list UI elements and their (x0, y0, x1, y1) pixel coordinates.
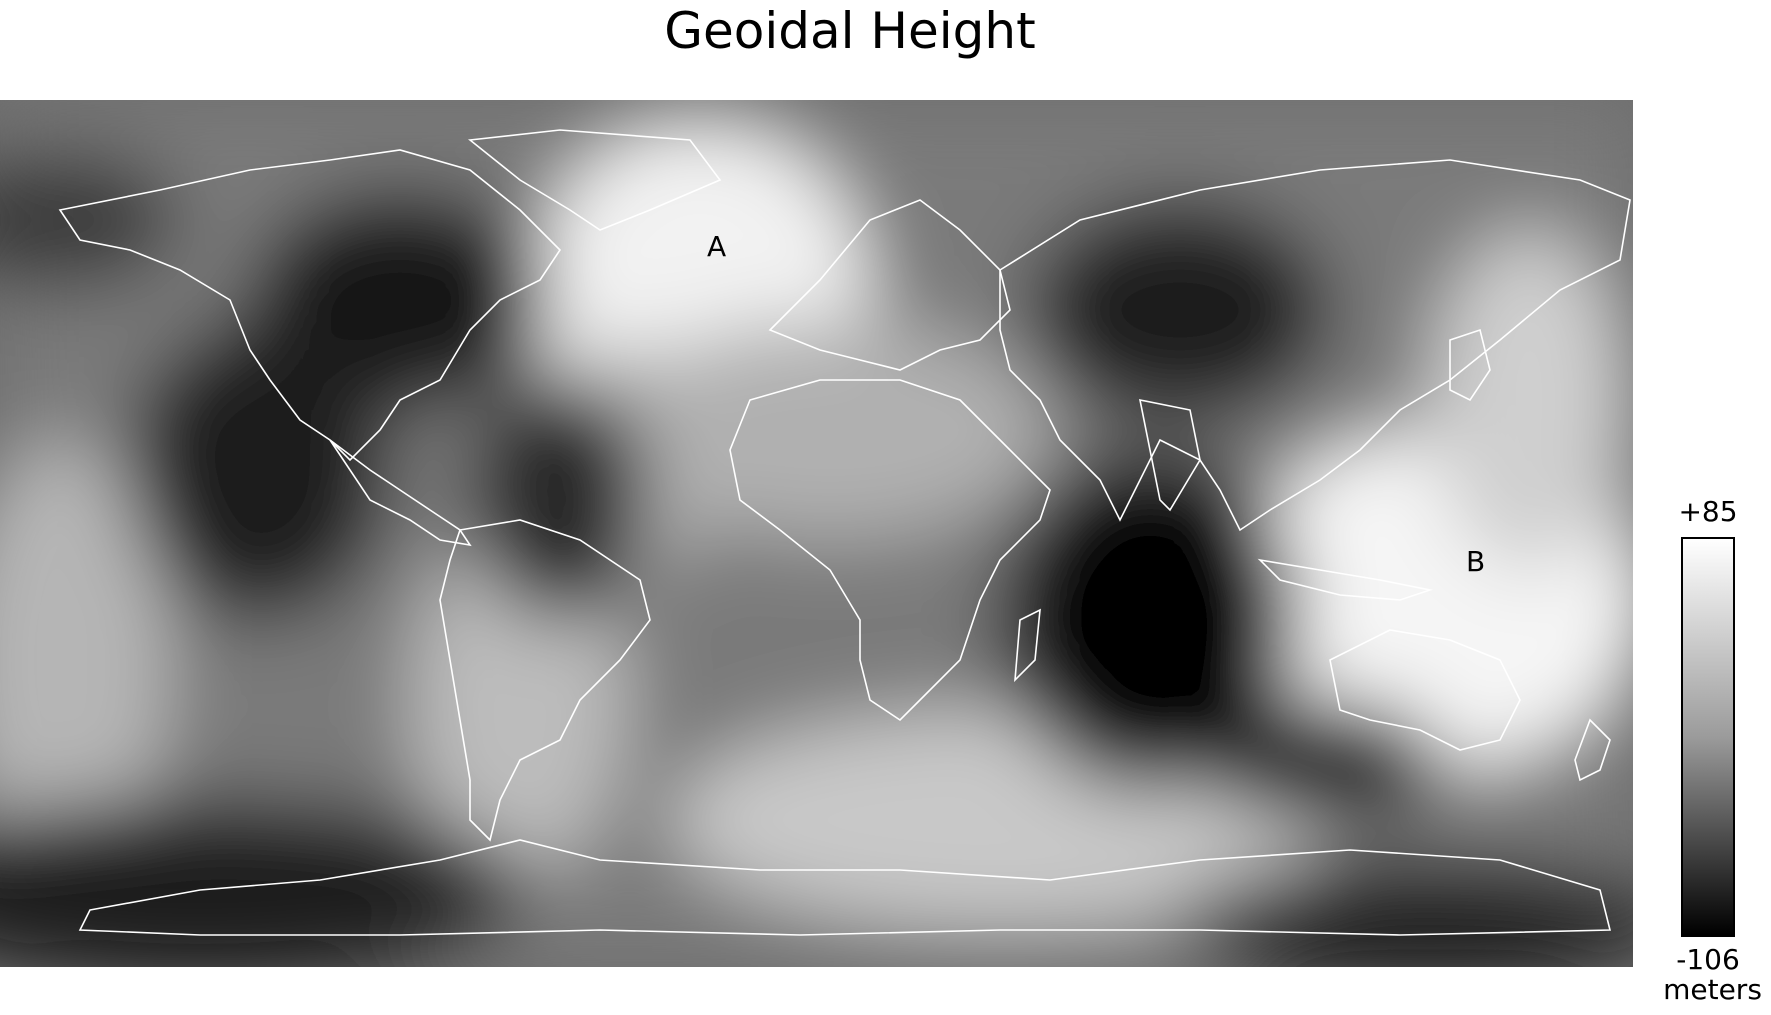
australia-outline (1329, 629, 1521, 751)
north-america-outline (58, 149, 562, 462)
geoid-map-image (0, 100, 1633, 967)
madagascar-outline (1014, 608, 1041, 683)
marker-b: B (1466, 545, 1486, 578)
greenland-outline (467, 129, 722, 231)
japan-outline (1449, 328, 1491, 402)
coastlines (58, 129, 1631, 936)
geoid-field (0, 100, 1633, 967)
colorbar-unit-label: meters (1663, 973, 1762, 1006)
colorbar-max-label: +85 (1678, 495, 1738, 528)
marker-c: C (1153, 535, 1173, 568)
map-title: Geoidal Height (664, 2, 1036, 60)
colorbar (1681, 537, 1735, 937)
antarctica-outline (78, 839, 1612, 936)
marker-a: A (707, 230, 727, 263)
south-america-outline (439, 519, 651, 842)
africa-outline (729, 379, 1051, 722)
central-america-outline (329, 439, 472, 547)
asia-outline (999, 159, 1631, 532)
new-zealand-outline (1574, 718, 1611, 782)
southeast-asia-islands-outline (1257, 558, 1434, 601)
colorbar-min-label: -106 (1676, 943, 1740, 976)
india-outline (1138, 398, 1201, 512)
geoid-map (0, 100, 1633, 967)
europe-outline (768, 199, 1011, 371)
